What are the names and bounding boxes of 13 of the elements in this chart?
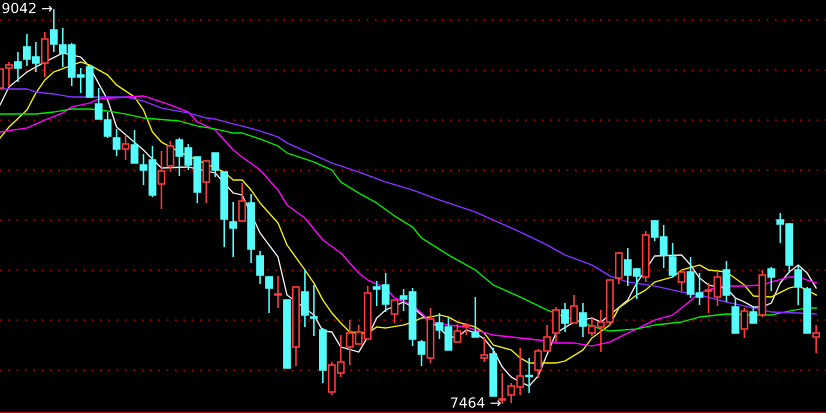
candlestick: [122, 134, 130, 161]
annotation: 9042 →: [2, 2, 52, 14]
candlestick: [158, 150, 166, 210]
annotation: 7464 →: [451, 397, 501, 408]
candlestick: [426, 307, 434, 364]
candlestick: [310, 284, 318, 337]
candlestick: [229, 201, 238, 258]
candlestick: [579, 302, 587, 338]
candlestick: [274, 275, 282, 309]
candlestick: [525, 357, 534, 394]
candlestick: [14, 51, 22, 83]
candlestick: [247, 193, 256, 264]
candlestick: [301, 269, 309, 328]
